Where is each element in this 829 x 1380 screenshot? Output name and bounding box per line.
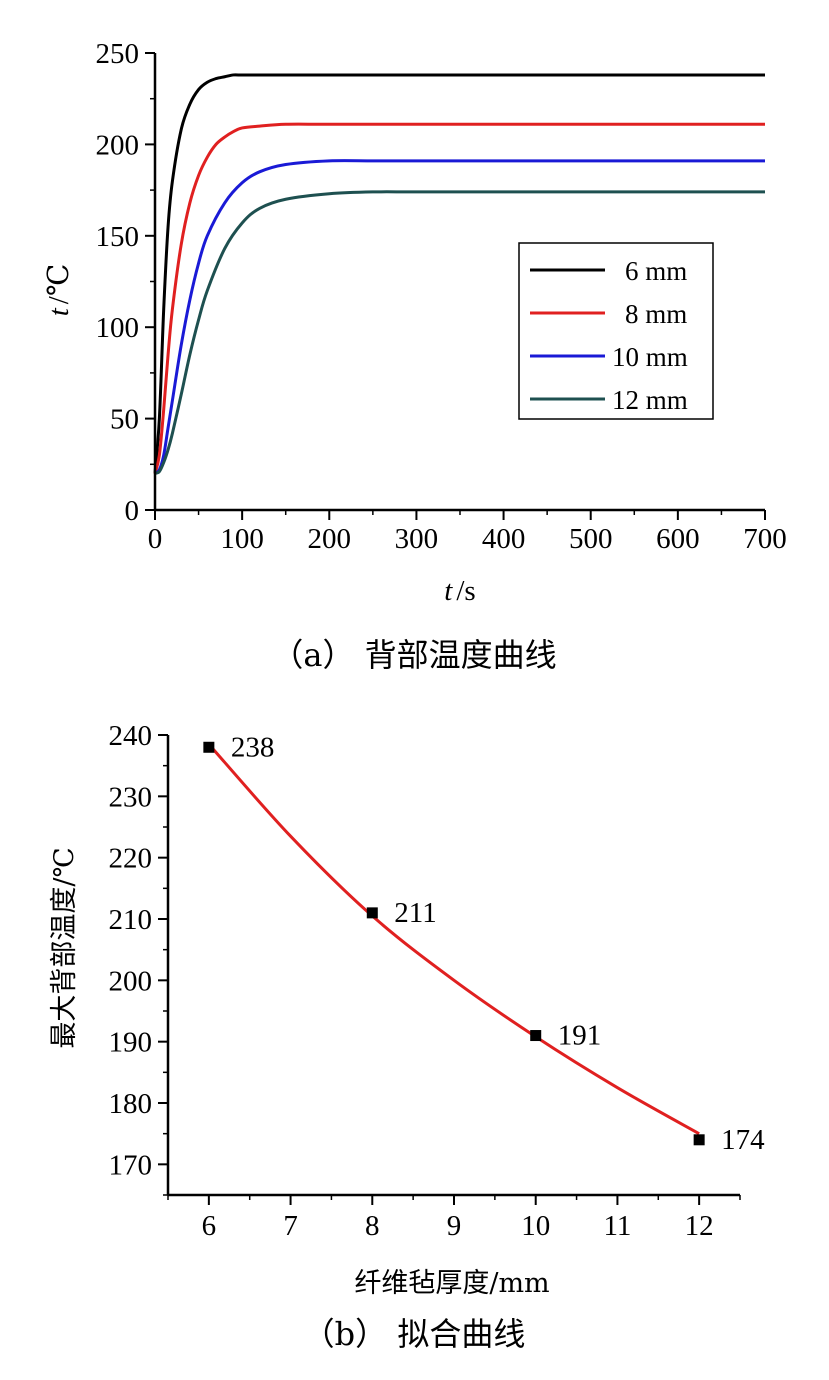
chart-a-y-tick-label: 100 <box>96 312 140 344</box>
chart-b-y-axis-title: 最大背部温度/℃ <box>49 847 80 1048</box>
legend-label-12mm: 12 mm <box>612 385 688 415</box>
fit-curve <box>207 743 700 1135</box>
chart-b-fit-line <box>207 743 700 1135</box>
chart-b-points <box>203 741 705 1146</box>
chart-b-x-tick-label: 10 <box>521 1210 550 1242</box>
chart-a-y-tick-label: 50 <box>110 404 139 436</box>
chart-a-series-12mm <box>154 190 765 475</box>
chart-b-ticks <box>158 734 741 1205</box>
chart-a-ylabel-unit: /℃ <box>43 264 75 305</box>
chart-a-y-tick-label: 200 <box>96 129 140 161</box>
chart-b-y-tick-label: 230 <box>109 781 153 813</box>
chart-b-axes <box>166 735 740 1197</box>
data-point <box>366 907 378 919</box>
chart-b-y-tick-label: 210 <box>109 904 153 936</box>
legend-label-6mm: 6 mm <box>625 256 687 286</box>
chart-a-x-tick-label: 500 <box>569 523 613 555</box>
chart-b-y-tick-label: 240 <box>109 720 153 752</box>
chart-a-curves <box>153 73 765 475</box>
chart-a-x-tick-label: 700 <box>743 523 787 555</box>
chart-a-xlabel-italic: t <box>444 575 453 607</box>
chart-b-x-tick-label: 8 <box>365 1210 380 1242</box>
chart-b-x-axis-title: 纤维毡厚度/mm <box>354 1268 549 1299</box>
chart-a-xlabel-unit: /s <box>456 575 475 607</box>
chart-a-x-tick-label: 100 <box>220 523 264 555</box>
data-label: 211 <box>394 897 436 929</box>
chart-a-x-tick-label: 0 <box>148 523 163 555</box>
data-label: 191 <box>558 1020 602 1052</box>
chart-b-x-tick-label: 11 <box>603 1210 631 1242</box>
chart-b-y-tick-label: 200 <box>109 965 153 997</box>
chart-a-y-tick-label: 0 <box>125 495 140 527</box>
chart-b-data-labels: 238 211 191 174 <box>231 731 765 1156</box>
chart-a-y-tick-label: 150 <box>96 221 140 253</box>
chart-b-y-tick-label: 190 <box>109 1027 153 1059</box>
data-point <box>693 1134 705 1146</box>
chart-a-ticks <box>145 52 766 520</box>
chart-b-x-tick-label: 7 <box>283 1210 298 1242</box>
chart-b-caption: （b） 拟合曲线 <box>303 1315 526 1353</box>
chart-b-tick-labels: 6 7 8 9 10 11 12 170 180 190 200 210 220 230 240 <box>109 720 714 1242</box>
chart-b-x-tick-label: 6 <box>202 1210 217 1242</box>
chart-a-y-axis-title: t /℃ <box>43 264 75 317</box>
chart-b: 6 7 8 9 10 11 12 170 180 190 200 210 220 230 240 238 21… <box>49 720 765 1353</box>
chart-a-tick-labels: 0 100 200 300 400 500 600 700 0 50 100 150 200 250 <box>96 38 787 555</box>
chart-b-y-tick-label: 180 <box>109 1088 153 1120</box>
chart-a-x-tick-label: 200 <box>308 523 352 555</box>
chart-a-series-10mm <box>154 159 765 475</box>
chart-a-caption: （a） 背部温度曲线 <box>271 636 556 674</box>
chart-a-series-6mm <box>153 73 765 474</box>
data-label: 174 <box>721 1124 765 1156</box>
chart-a-x-axis-title: t/s <box>444 575 475 607</box>
chart-b-y-tick-label: 220 <box>109 843 153 875</box>
chart-a-legend: 6 mm 8 mm 10 mm 12 mm <box>518 242 714 420</box>
data-label: 238 <box>231 731 275 763</box>
chart-a-x-tick-label: 600 <box>656 523 700 555</box>
chart-b-x-tick-label: 12 <box>685 1210 714 1242</box>
legend-label-10mm: 10 mm <box>612 342 688 372</box>
data-point <box>203 741 215 753</box>
chart-a-series-8mm <box>153 122 765 474</box>
chart-b-x-tick-label: 9 <box>447 1210 462 1242</box>
data-point <box>530 1030 542 1042</box>
chart-a-x-tick-label: 400 <box>482 523 526 555</box>
chart-a-ylabel-italic: t <box>43 307 75 316</box>
chart-b-y-tick-label: 170 <box>109 1149 153 1181</box>
chart-a-x-tick-label: 300 <box>395 523 439 555</box>
chart-a-y-tick-label: 250 <box>96 38 140 70</box>
legend-box <box>518 242 714 420</box>
legend-label-8mm: 8 mm <box>625 299 687 329</box>
